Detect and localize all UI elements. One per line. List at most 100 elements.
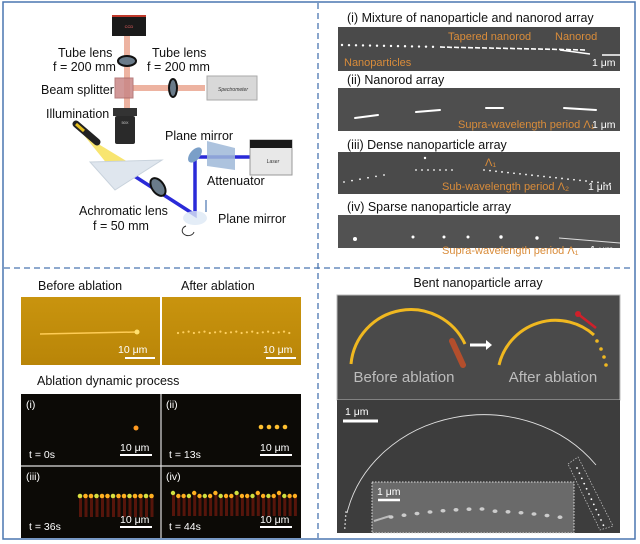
particle (600, 519, 602, 521)
schematic-before-label: Before ablation (354, 369, 455, 386)
panel-iii-scale: 1 μm (588, 181, 612, 193)
tube-lens-left-focal: f = 200 mm (53, 60, 116, 74)
plane-mirror-icon (188, 147, 202, 163)
particle (272, 331, 275, 335)
particle (609, 182, 611, 185)
particle (424, 45, 428, 48)
particle (256, 331, 259, 335)
nanorod (563, 107, 597, 111)
particle (182, 331, 185, 334)
inset-scale-label: 1 μm (377, 486, 401, 498)
particle (382, 44, 386, 48)
beam-splitter-label: Beam splitter (41, 83, 114, 97)
attenuator-label: Attenuator (207, 174, 265, 188)
frame-scale-label: 10 μm (120, 442, 150, 454)
particle (197, 493, 202, 499)
ccd-camera (112, 15, 146, 36)
particle (282, 424, 288, 430)
objective-label: 50X (121, 120, 128, 125)
streak (246, 494, 250, 516)
sem-arrays: (i) Mixture of nanoparticle and nanorod … (338, 11, 621, 257)
tube-lens-icon (117, 55, 137, 67)
particle (223, 493, 229, 499)
particle (525, 173, 527, 176)
particle (492, 509, 498, 514)
particle (213, 490, 218, 496)
particle (590, 498, 593, 501)
particle (415, 169, 417, 171)
particle (597, 181, 599, 184)
streak (256, 494, 260, 516)
streak (95, 495, 99, 517)
optical-setup: CCD Spectrometer 50X Laser Tube lens (41, 15, 293, 237)
particle (202, 493, 207, 499)
nanorod (559, 49, 591, 55)
frame-label: (iv) (166, 471, 181, 483)
particle (442, 235, 446, 239)
panel-i-title: (i) Mixture of nanoparticle and nanorod … (347, 11, 594, 25)
lamp-stripe (75, 122, 85, 133)
frame-time: t = 44s (169, 521, 201, 533)
particle (354, 44, 358, 47)
particle (585, 487, 588, 490)
frame-scale-label: 10 μm (260, 442, 290, 454)
spectrometer-box (206, 75, 258, 101)
particle (282, 493, 287, 499)
particle (133, 425, 139, 431)
panel-iii-image (338, 152, 620, 194)
plane-mirror-bottom-label: Plane mirror (218, 212, 286, 226)
particle (235, 330, 238, 333)
particle (597, 513, 600, 516)
particle (580, 477, 583, 480)
after-dots (595, 339, 608, 367)
particle (479, 507, 485, 511)
particle (466, 235, 470, 239)
particle (345, 511, 347, 513)
particle (573, 178, 575, 181)
particle (513, 172, 515, 175)
streak (288, 494, 292, 516)
streak (150, 495, 154, 517)
particle (245, 331, 248, 334)
particle (251, 330, 254, 333)
after-arc (497, 318, 595, 366)
tube-lens-right-label: Tube lens (152, 46, 206, 60)
panel-iv-title: (iv) Sparse nanoparticle array (347, 200, 512, 214)
particle (343, 181, 345, 183)
particle (260, 493, 266, 499)
inset-image (371, 481, 575, 534)
particle (240, 331, 243, 335)
particle (143, 493, 149, 499)
particle (292, 493, 298, 499)
particle (401, 513, 407, 518)
particle (507, 171, 509, 174)
panel-iii-lambda-label: Λ₁ (485, 157, 496, 169)
tube-lens-left-label: Tube lens (58, 46, 112, 60)
bent-schematic (336, 294, 621, 401)
objective-top (113, 108, 137, 116)
particle (344, 527, 346, 529)
particle (453, 507, 459, 512)
particle (245, 493, 250, 499)
particle (250, 493, 255, 499)
particle (288, 331, 291, 335)
streak (214, 494, 218, 516)
particle (518, 510, 524, 515)
arrow-head-icon (486, 340, 492, 350)
particle (588, 493, 590, 495)
streak (262, 494, 266, 516)
before-arc (349, 308, 467, 365)
inset-nanowire (373, 515, 391, 522)
streak (106, 495, 110, 517)
particle (423, 156, 427, 160)
particle (282, 330, 286, 333)
particle (192, 331, 195, 335)
nanoparticles-label: Nanoparticles (344, 57, 412, 69)
streak (219, 494, 223, 516)
particle (557, 515, 563, 520)
objective-body (115, 116, 135, 144)
particle (505, 509, 511, 514)
particle (207, 493, 213, 499)
particle (519, 173, 521, 175)
particle (218, 493, 223, 499)
